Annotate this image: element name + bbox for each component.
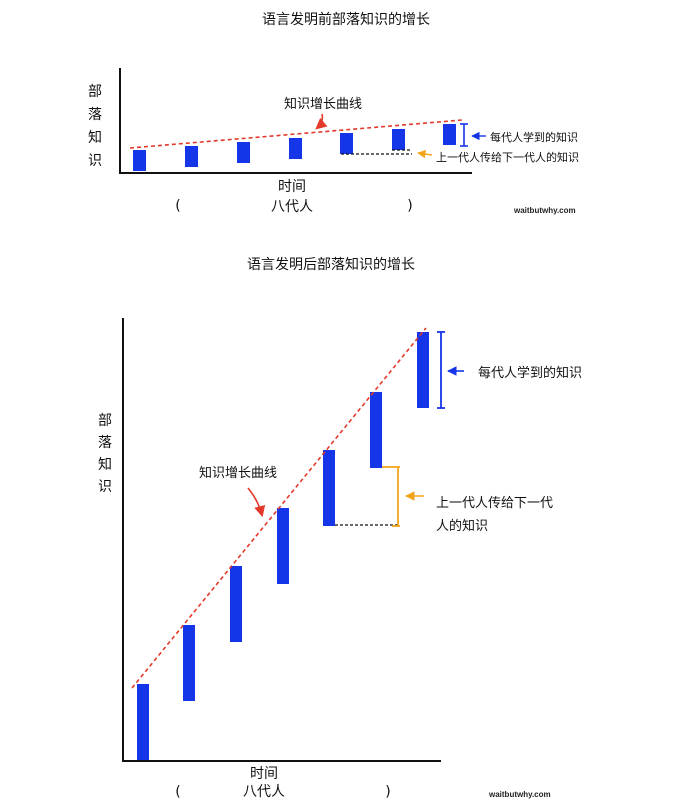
bottom-generation-bar xyxy=(323,450,335,526)
top-y-label-char: 部 xyxy=(88,84,102,100)
bottom-chart: 语言发明后部落知识的增长 部 落 知 识 知识增长曲线 上一代 xyxy=(98,256,582,800)
bottom-generation-bar xyxy=(137,684,149,760)
bottom-legend-handoff-line1: 上一代人传给下一代 xyxy=(436,496,553,511)
bottom-y-label-char: 知 xyxy=(98,456,112,473)
bottom-generation-bar xyxy=(277,508,289,584)
top-handoff-arrow xyxy=(417,149,433,159)
bottom-growth-curve xyxy=(131,327,427,689)
top-x-paren-close: ) xyxy=(407,198,412,214)
top-generation-bar xyxy=(392,129,405,150)
top-generation-bar xyxy=(340,133,353,154)
top-legend-handoff: 上一代人传给下一代人的知识 xyxy=(436,150,579,164)
top-generation-bar xyxy=(185,146,198,167)
bottom-handoff-bracket xyxy=(382,466,400,527)
top-legend-per-generation: 每代人学到的知识 xyxy=(490,130,578,144)
top-x-paren-open: ( xyxy=(175,198,180,214)
top-bars xyxy=(133,124,456,171)
bottom-x-paren-close: ) xyxy=(385,784,390,800)
bottom-x-paren-open: ( xyxy=(175,784,180,800)
top-y-label-char: 落 xyxy=(88,107,102,123)
bottom-y-label-char: 识 xyxy=(98,479,112,495)
bottom-curve-arrow xyxy=(247,487,266,518)
bottom-y-axis-label: 部 落 知 识 xyxy=(98,413,112,495)
bottom-y-label-char: 落 xyxy=(98,435,112,451)
top-chart-title: 语言发明前部落知识的增长 xyxy=(262,11,430,28)
bottom-bars xyxy=(137,332,429,760)
top-generation-bar xyxy=(237,142,250,163)
top-generation-bar xyxy=(443,124,456,145)
bottom-legend-per-generation: 每代人学到的知识 xyxy=(478,365,582,381)
bottom-x-label: 时间 xyxy=(250,766,278,782)
top-curve-arrow xyxy=(315,113,328,130)
top-chart: 语言发明前部落知识的增长 部 落 知 识 知识增长曲线 xyxy=(88,11,579,215)
bottom-generation-bar xyxy=(417,332,429,408)
bottom-generation-bar xyxy=(183,625,195,701)
bottom-y-label-char: 部 xyxy=(98,413,112,429)
top-x-label: 时间 xyxy=(278,179,306,195)
top-credit: waitbutwhy.com xyxy=(513,206,576,215)
top-x-sublabel: 八代人 xyxy=(271,199,313,215)
bottom-credit: waitbutwhy.com xyxy=(488,790,551,799)
top-knowledge-bracket xyxy=(460,123,468,147)
top-curve-label: 知识增长曲线 xyxy=(284,96,362,112)
top-y-label-char: 识 xyxy=(88,153,102,169)
top-y-label-char: 知 xyxy=(88,129,102,146)
bottom-chart-title: 语言发明后部落知识的增长 xyxy=(247,256,415,273)
bottom-curve-label: 知识增长曲线 xyxy=(199,465,277,481)
top-generation-bar xyxy=(289,138,302,159)
bottom-legend-handoff-line2: 人的知识 xyxy=(436,518,488,534)
bottom-generation-bar xyxy=(370,392,382,468)
bottom-knowledge-bracket xyxy=(437,331,445,409)
bottom-generation-bar xyxy=(230,566,242,642)
bottom-x-sublabel: 八代人 xyxy=(243,784,285,800)
top-y-axis-label: 部 落 知 识 xyxy=(88,84,102,169)
top-generation-bar xyxy=(133,150,146,171)
